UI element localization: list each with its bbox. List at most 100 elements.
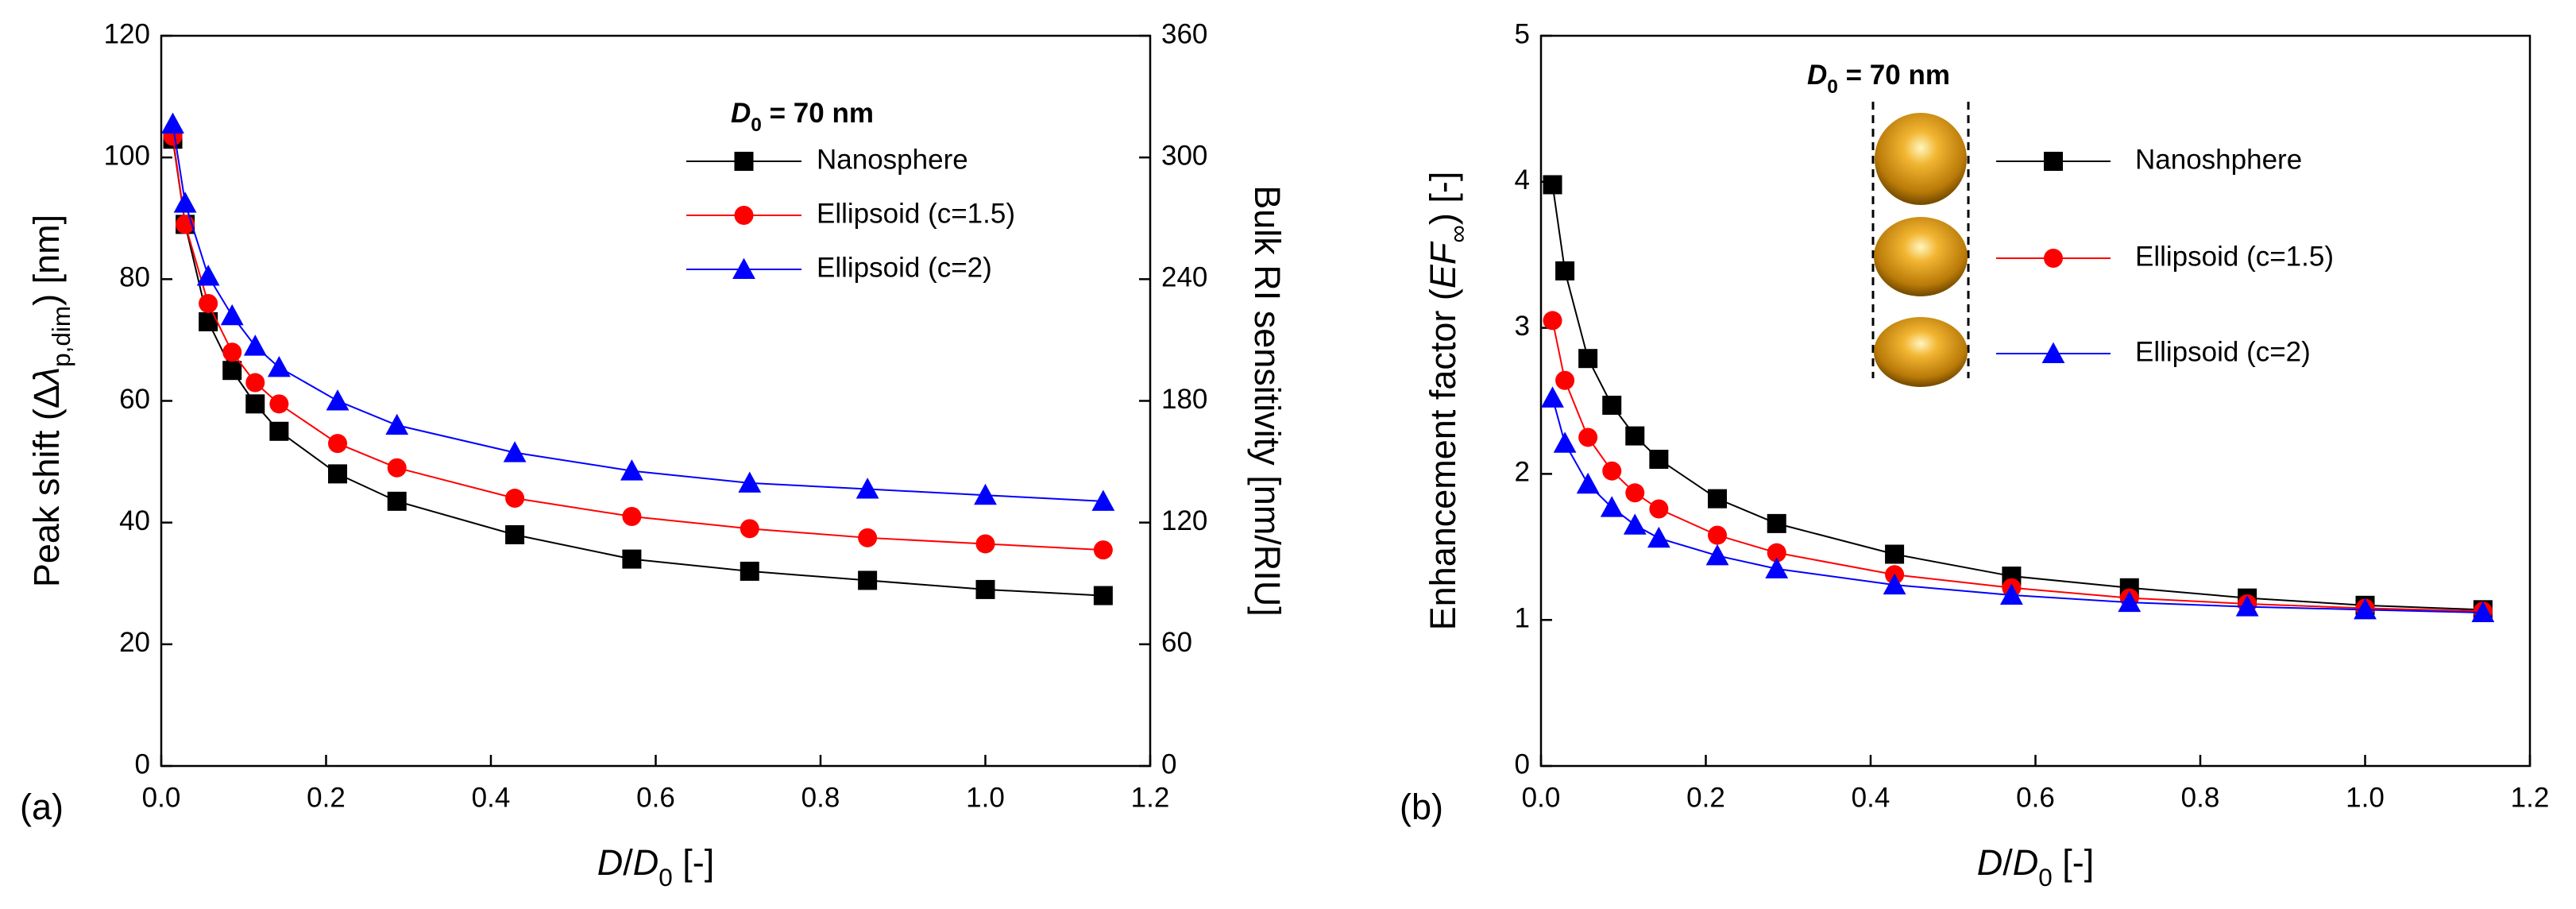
x-axis-label-part: D — [1977, 842, 2003, 883]
marker — [622, 507, 642, 527]
marker — [1883, 573, 1906, 595]
marker — [1885, 544, 1905, 564]
y-axis-label-part: ) [nm] — [26, 215, 67, 306]
panel-label: (a) — [20, 787, 64, 827]
y-axis-label-part: ) [-] — [1423, 172, 1463, 225]
y2-tick-label: 120 — [1161, 505, 1207, 536]
marker — [1708, 489, 1728, 509]
marker — [1602, 461, 1622, 481]
marker — [2471, 601, 2495, 623]
marker — [975, 579, 995, 599]
marker — [387, 491, 407, 511]
y-tick-label: 1 — [1515, 602, 1530, 633]
y-tick-label: 120 — [104, 18, 150, 49]
marker — [387, 458, 407, 478]
marker — [1578, 427, 1598, 447]
marker — [222, 342, 242, 362]
y-tick-label: 20 — [119, 627, 150, 658]
marker — [1543, 175, 1562, 195]
legend-marker — [2044, 152, 2063, 171]
y2-tick-label: 240 — [1161, 262, 1207, 293]
marker — [199, 311, 218, 331]
marker — [1576, 472, 1600, 494]
series-line — [172, 123, 1103, 502]
y-tick-label: 5 — [1515, 18, 1530, 49]
legend-marker — [2044, 249, 2063, 268]
x-tick-label: 0.0 — [1522, 782, 1561, 813]
x-axis-label-part: [-] — [2053, 842, 2095, 883]
legend-title-part: D — [1807, 60, 1827, 91]
legend-label: Nanosphere — [817, 144, 968, 175]
marker — [1602, 396, 1622, 416]
ellipsoid-icon — [1874, 217, 1968, 296]
legend-label: Ellipsoid (c=2) — [817, 252, 992, 283]
y2-tick-label: 60 — [1161, 627, 1192, 658]
marker — [1555, 261, 1575, 280]
marker — [1767, 513, 1786, 533]
x-axis-label-part: D — [597, 842, 624, 883]
x-axis-label-part: / — [2002, 842, 2013, 883]
x-tick-label: 0.2 — [307, 782, 346, 813]
marker — [620, 459, 643, 481]
x-tick-label: 0.2 — [1686, 782, 1725, 813]
y-tick-label: 40 — [119, 505, 150, 536]
marker — [1649, 499, 1669, 519]
marker — [2000, 583, 2023, 605]
x-axis-label: D/D0 [-] — [1977, 842, 2095, 892]
marker — [1600, 496, 1624, 517]
marker — [1541, 386, 1564, 408]
x-axis-label-part: D — [2013, 842, 2039, 883]
marker — [505, 489, 525, 509]
y-axis-label-part: ∞ — [1443, 225, 1472, 242]
y-tick-label: 80 — [119, 262, 150, 293]
x-tick-label: 0.8 — [2181, 782, 2220, 813]
y2-tick-label: 300 — [1161, 140, 1207, 171]
marker — [503, 441, 527, 462]
marker — [220, 304, 244, 326]
marker — [622, 549, 642, 569]
y2-tick-label: 360 — [1161, 18, 1207, 49]
legend-marker — [734, 206, 754, 225]
marker — [2354, 598, 2377, 620]
marker — [1647, 526, 1670, 548]
marker — [267, 355, 291, 377]
panel-label: (b) — [1400, 787, 1443, 827]
legend-label: Ellipsoid (c=1.5) — [2135, 241, 2334, 272]
marker — [245, 373, 265, 393]
marker — [385, 413, 409, 435]
x-tick-label: 0.4 — [1852, 782, 1890, 813]
marker — [196, 265, 220, 286]
x-tick-label: 0.6 — [2016, 782, 2055, 813]
legend-title: D0 = 70 nm — [731, 98, 874, 136]
legend-label: Nanoshphere — [2135, 144, 2302, 175]
marker — [328, 464, 348, 484]
x-tick-label: 0.6 — [636, 782, 675, 813]
marker — [1623, 513, 1647, 535]
x-tick-label: 1.0 — [2346, 782, 2385, 813]
marker — [2235, 595, 2259, 617]
series-line — [1551, 184, 2483, 611]
x-tick-label: 1.2 — [2511, 782, 2550, 813]
marker — [269, 394, 289, 414]
x-axis-label-part: D — [633, 842, 659, 883]
y-axis-label: Enhancement factor (EF∞) [-] — [1423, 172, 1472, 631]
x-tick-label: 1.2 — [1131, 782, 1170, 813]
y2-tick-label: 180 — [1161, 384, 1207, 415]
particle-inset — [1871, 102, 1970, 387]
y-tick-label: 4 — [1515, 164, 1530, 195]
y-tick-label: 3 — [1515, 311, 1530, 342]
legend-marker — [732, 257, 755, 279]
marker — [1767, 543, 1786, 563]
y-tick-label: 100 — [104, 140, 150, 171]
marker — [173, 191, 197, 213]
legend-title-part: 0 — [1827, 76, 1838, 98]
y2-tick-label: 0 — [1161, 748, 1176, 779]
x-tick-label: 0.4 — [472, 782, 511, 813]
marker — [1543, 311, 1562, 331]
marker — [1553, 431, 1577, 453]
y-axis-label-part: Peak shift (Δ — [26, 385, 67, 587]
legend-title-part: D — [731, 98, 751, 129]
x-axis-label-part: / — [623, 842, 633, 883]
marker — [1765, 557, 1789, 578]
